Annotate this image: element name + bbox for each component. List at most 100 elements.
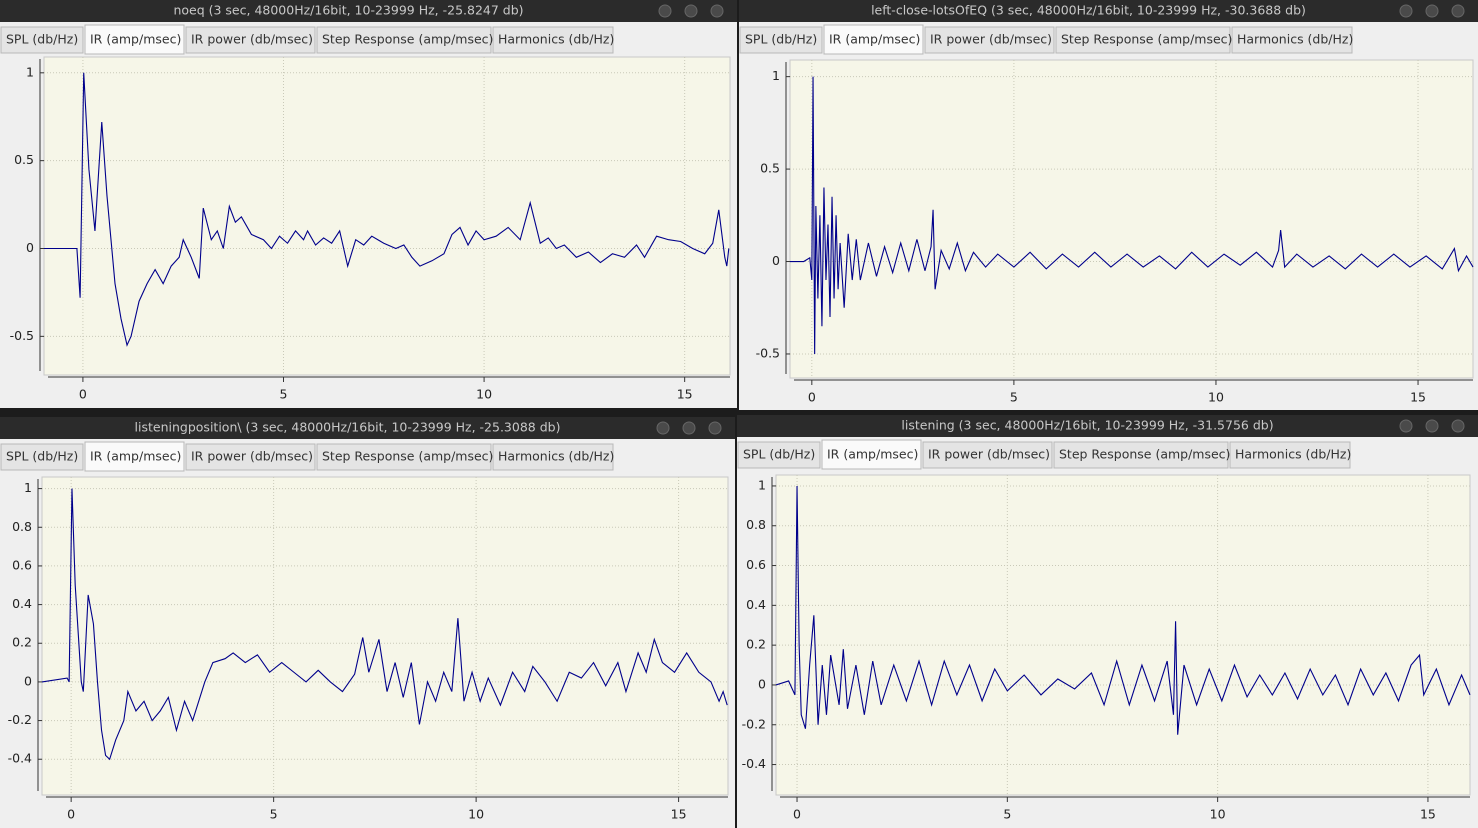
y-tick-label: 0.6 (12, 557, 32, 572)
tab[interactable] (316, 443, 492, 471)
close-button[interactable] (710, 4, 724, 18)
x-tick-label: 5 (280, 387, 288, 402)
x-tick-label: 10 (468, 807, 484, 822)
tab-label[interactable]: IR power (db/msec) (191, 449, 313, 464)
close-button[interactable] (1451, 4, 1465, 18)
window-title: listeningposition\ (3 sec, 48000Hz/16bit… (135, 420, 561, 435)
y-tick-label: 0 (26, 240, 34, 255)
tab-label[interactable]: IR (amp/msec) (90, 32, 181, 47)
tab[interactable] (823, 24, 924, 55)
ir-line (41, 488, 728, 761)
x-tick-label: 10 (1208, 390, 1224, 405)
tab[interactable] (922, 441, 1053, 469)
tab-label[interactable]: SPL (db/Hz) (743, 447, 815, 462)
title-bar (739, 0, 1478, 22)
x-tick-label: 15 (1410, 390, 1426, 405)
tab[interactable] (1229, 441, 1351, 469)
y-tick-label: 1 (26, 64, 34, 79)
tab[interactable] (737, 441, 821, 469)
y-tick-label: 1 (772, 68, 780, 83)
maximize-button[interactable] (1425, 4, 1439, 18)
minimize-button[interactable] (1399, 4, 1413, 18)
maximize-button[interactable] (1425, 419, 1439, 433)
tab[interactable] (1231, 26, 1353, 54)
tab[interactable] (0, 443, 84, 471)
y-tick-label: 0.8 (12, 519, 32, 534)
y-tick-label: 0 (772, 253, 780, 268)
tab-label[interactable]: SPL (db/Hz) (6, 449, 78, 464)
minimize-button[interactable] (1399, 419, 1413, 433)
tab[interactable] (0, 26, 84, 54)
tab-label[interactable]: Step Response (amp/msec) (1059, 447, 1230, 462)
minimize-button[interactable] (658, 4, 672, 18)
tab[interactable] (492, 26, 614, 54)
tab-label[interactable]: IR power (db/msec) (191, 32, 313, 47)
tab[interactable] (1053, 441, 1229, 469)
minimize-button[interactable] (656, 421, 670, 435)
y-tick-label: 0.8 (746, 517, 766, 532)
y-tick-label: 0 (24, 673, 32, 688)
tab[interactable] (821, 439, 922, 470)
y-tick-label: 0.5 (14, 152, 34, 167)
x-tick-label: 15 (677, 387, 693, 402)
tab-label[interactable]: Harmonics (db/Hz) (1235, 447, 1351, 462)
y-tick-label: 0.5 (760, 161, 780, 176)
y-tick-label: -0.4 (742, 756, 766, 771)
y-tick-label: -0.4 (8, 751, 32, 766)
x-tick-label: 0 (67, 807, 75, 822)
tab-label[interactable]: IR (amp/msec) (829, 32, 920, 47)
window: listening (3 sec, 48000Hz/16bit, 10-2399… (737, 415, 1478, 828)
y-tick-label: 0.2 (12, 635, 32, 650)
close-button[interactable] (708, 421, 722, 435)
tab-label[interactable]: Step Response (amp/msec) (322, 32, 493, 47)
x-tick-label: 5 (1003, 807, 1011, 822)
y-tick-label: 0.4 (746, 597, 766, 612)
tab-label[interactable]: Harmonics (db/Hz) (1237, 32, 1353, 47)
tab-label[interactable]: Harmonics (db/Hz) (498, 32, 614, 47)
y-tick-label: 0.2 (746, 637, 766, 652)
plot-area (775, 474, 1471, 796)
tab[interactable] (316, 26, 492, 54)
title-bar (0, 417, 735, 439)
tab[interactable] (1055, 26, 1231, 54)
tab-label[interactable]: SPL (db/Hz) (6, 32, 78, 47)
x-tick-label: 0 (79, 387, 87, 402)
tab-label[interactable]: Step Response (amp/msec) (1061, 32, 1232, 47)
x-tick-label: 0 (793, 807, 801, 822)
title-bar (0, 0, 737, 22)
tab-label[interactable]: Step Response (amp/msec) (322, 449, 493, 464)
tab[interactable] (492, 443, 614, 471)
close-button[interactable] (1451, 419, 1465, 433)
maximize-button[interactable] (684, 4, 698, 18)
y-tick-label: 1 (24, 480, 32, 495)
ir-line (775, 485, 1471, 735)
x-tick-label: 10 (1210, 807, 1226, 822)
x-tick-label: 15 (671, 807, 687, 822)
tab[interactable] (84, 24, 185, 55)
tab[interactable] (739, 26, 823, 54)
tab[interactable] (924, 26, 1055, 54)
y-tick-label: 0.6 (746, 557, 766, 572)
plot-area (41, 476, 729, 796)
window-title: noeq (3 sec, 48000Hz/16bit, 10-23999 Hz,… (173, 3, 523, 18)
x-tick-label: 5 (1010, 390, 1018, 405)
ir-line (790, 76, 1474, 354)
y-tick-label: 1 (758, 477, 766, 492)
y-tick-label: -0.5 (756, 345, 780, 360)
title-bar (737, 415, 1478, 437)
tab-label[interactable]: IR (amp/msec) (90, 449, 181, 464)
tab-label[interactable]: SPL (db/Hz) (745, 32, 817, 47)
maximize-button[interactable] (682, 421, 696, 435)
window-title: listening (3 sec, 48000Hz/16bit, 10-2399… (901, 418, 1273, 433)
tab-label[interactable]: IR power (db/msec) (930, 32, 1052, 47)
tab-label[interactable]: IR power (db/msec) (928, 447, 1050, 462)
tab-label[interactable]: IR (amp/msec) (827, 447, 918, 462)
tab[interactable] (84, 441, 185, 472)
y-tick-label: 0 (758, 676, 766, 691)
tab-label[interactable]: Harmonics (db/Hz) (498, 449, 614, 464)
plot-area (789, 59, 1474, 379)
tab[interactable] (185, 443, 316, 471)
tab[interactable] (185, 26, 316, 54)
